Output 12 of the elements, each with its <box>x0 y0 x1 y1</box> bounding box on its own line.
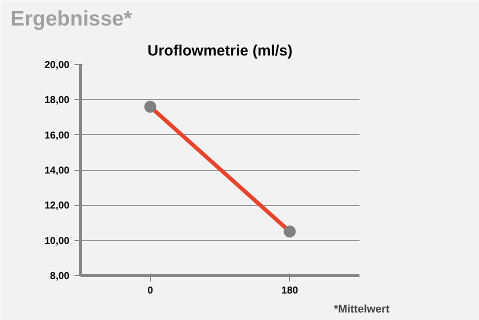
y-tick-label: 14,00 <box>44 166 70 176</box>
chart-subtitle: Ergebnisse* <box>10 8 133 30</box>
x-tick-label: 180 <box>281 286 299 296</box>
y-tick-label: 12,00 <box>44 200 70 212</box>
y-tick-label: 10,00 <box>44 236 70 247</box>
y-tick-label: 16,00 <box>44 130 70 142</box>
y-tick-label: 8,00 <box>50 271 70 282</box>
y-tick-label: 20,00 <box>44 60 70 71</box>
y-tick-label: 18,00 <box>44 95 70 106</box>
text: *Mittelwert <box>334 304 390 316</box>
chart-title: Uroflowmetrie (ml/s) <box>147 42 293 60</box>
x-tick-label: 0 <box>147 286 154 296</box>
